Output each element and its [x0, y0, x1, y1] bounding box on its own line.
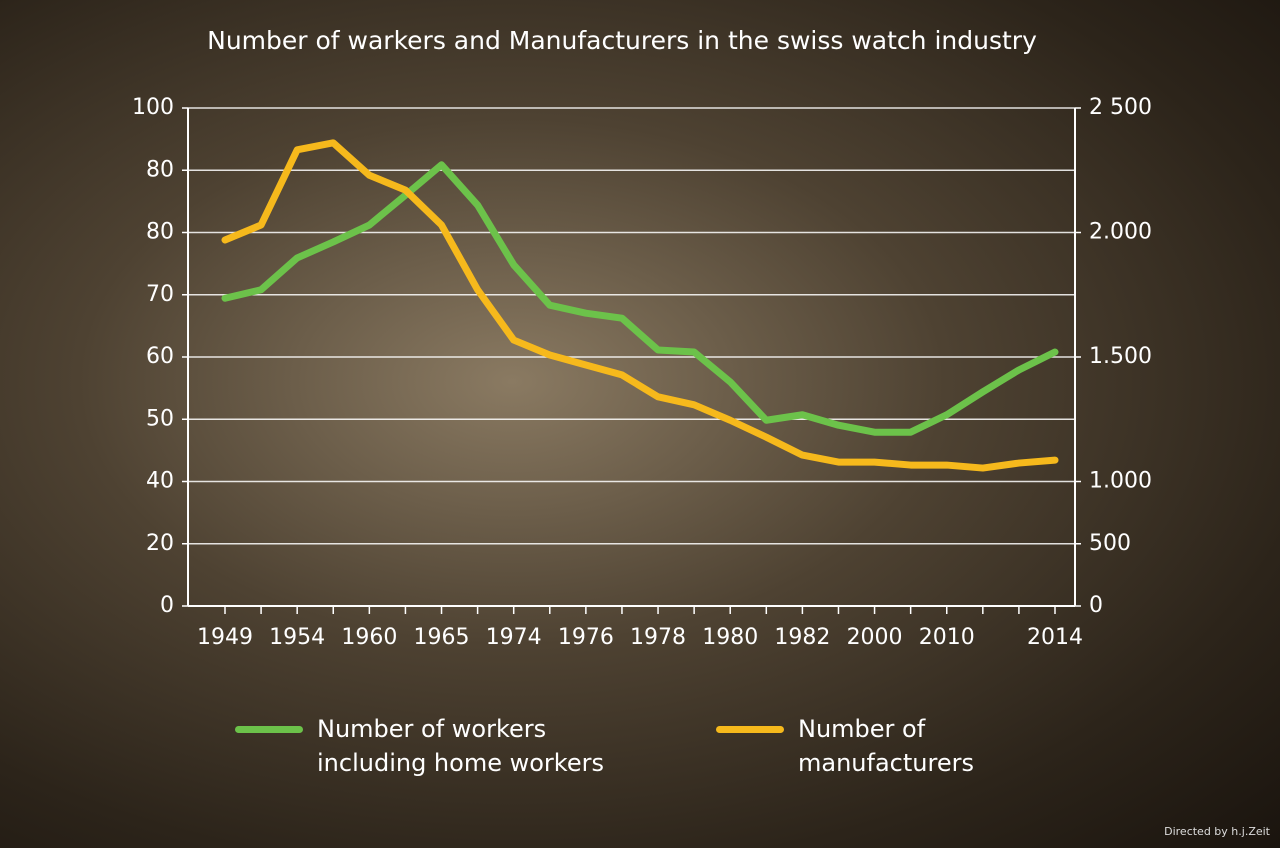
- y2-tick-label: 1.500: [1089, 344, 1152, 369]
- y-tick-label: 80: [146, 157, 174, 182]
- x-tick-label: 1974: [486, 625, 542, 650]
- x-tick-label: 1949: [197, 625, 253, 650]
- chart-title: Number of warkers and Manufacturers in t…: [207, 26, 1037, 55]
- y-tick-label: 60: [146, 344, 174, 369]
- series-line: [221, 161, 1059, 436]
- y-tick-label: 70: [146, 282, 174, 307]
- legend-swatch: [235, 726, 303, 733]
- x-tick-label: 2014: [1027, 625, 1083, 650]
- x-tick-label: 1954: [269, 625, 325, 650]
- legend-item: Number of workers including home workers: [235, 712, 617, 780]
- y-tick-label: 50: [146, 406, 174, 431]
- series-line: [221, 139, 1059, 472]
- y2-tick-label: 0: [1089, 593, 1103, 618]
- x-tick-label: 1976: [558, 625, 614, 650]
- x-tick-label: 2000: [847, 625, 903, 650]
- x-tick-label: 1960: [341, 625, 397, 650]
- y2-tick-label: 2 500: [1089, 95, 1152, 120]
- x-tick-label: 1982: [774, 625, 830, 650]
- legend-label: Number of workers including home workers: [317, 715, 604, 777]
- y-tick-label: 100: [132, 95, 174, 120]
- legend-label: Number of manufacturers: [798, 715, 974, 777]
- legend-swatch: [716, 726, 784, 733]
- y2-tick-label: 500: [1089, 531, 1131, 556]
- y2-tick-label: 1.000: [1089, 469, 1152, 494]
- y-tick-label: 20: [146, 531, 174, 556]
- x-tick-label: 1980: [702, 625, 758, 650]
- x-tick-label: 2010: [919, 625, 975, 650]
- x-tick-label: 1965: [414, 625, 470, 650]
- x-tick-label: 1978: [630, 625, 686, 650]
- y2-tick-label: 2.000: [1089, 220, 1152, 245]
- y-tick-label: 0: [160, 593, 174, 618]
- y-tick-label: 40: [146, 469, 174, 494]
- credit: Directed by h.j.Zeit: [1164, 825, 1271, 838]
- y-tick-label: 80: [146, 220, 174, 245]
- legend-item: Number of manufacturers: [716, 712, 998, 780]
